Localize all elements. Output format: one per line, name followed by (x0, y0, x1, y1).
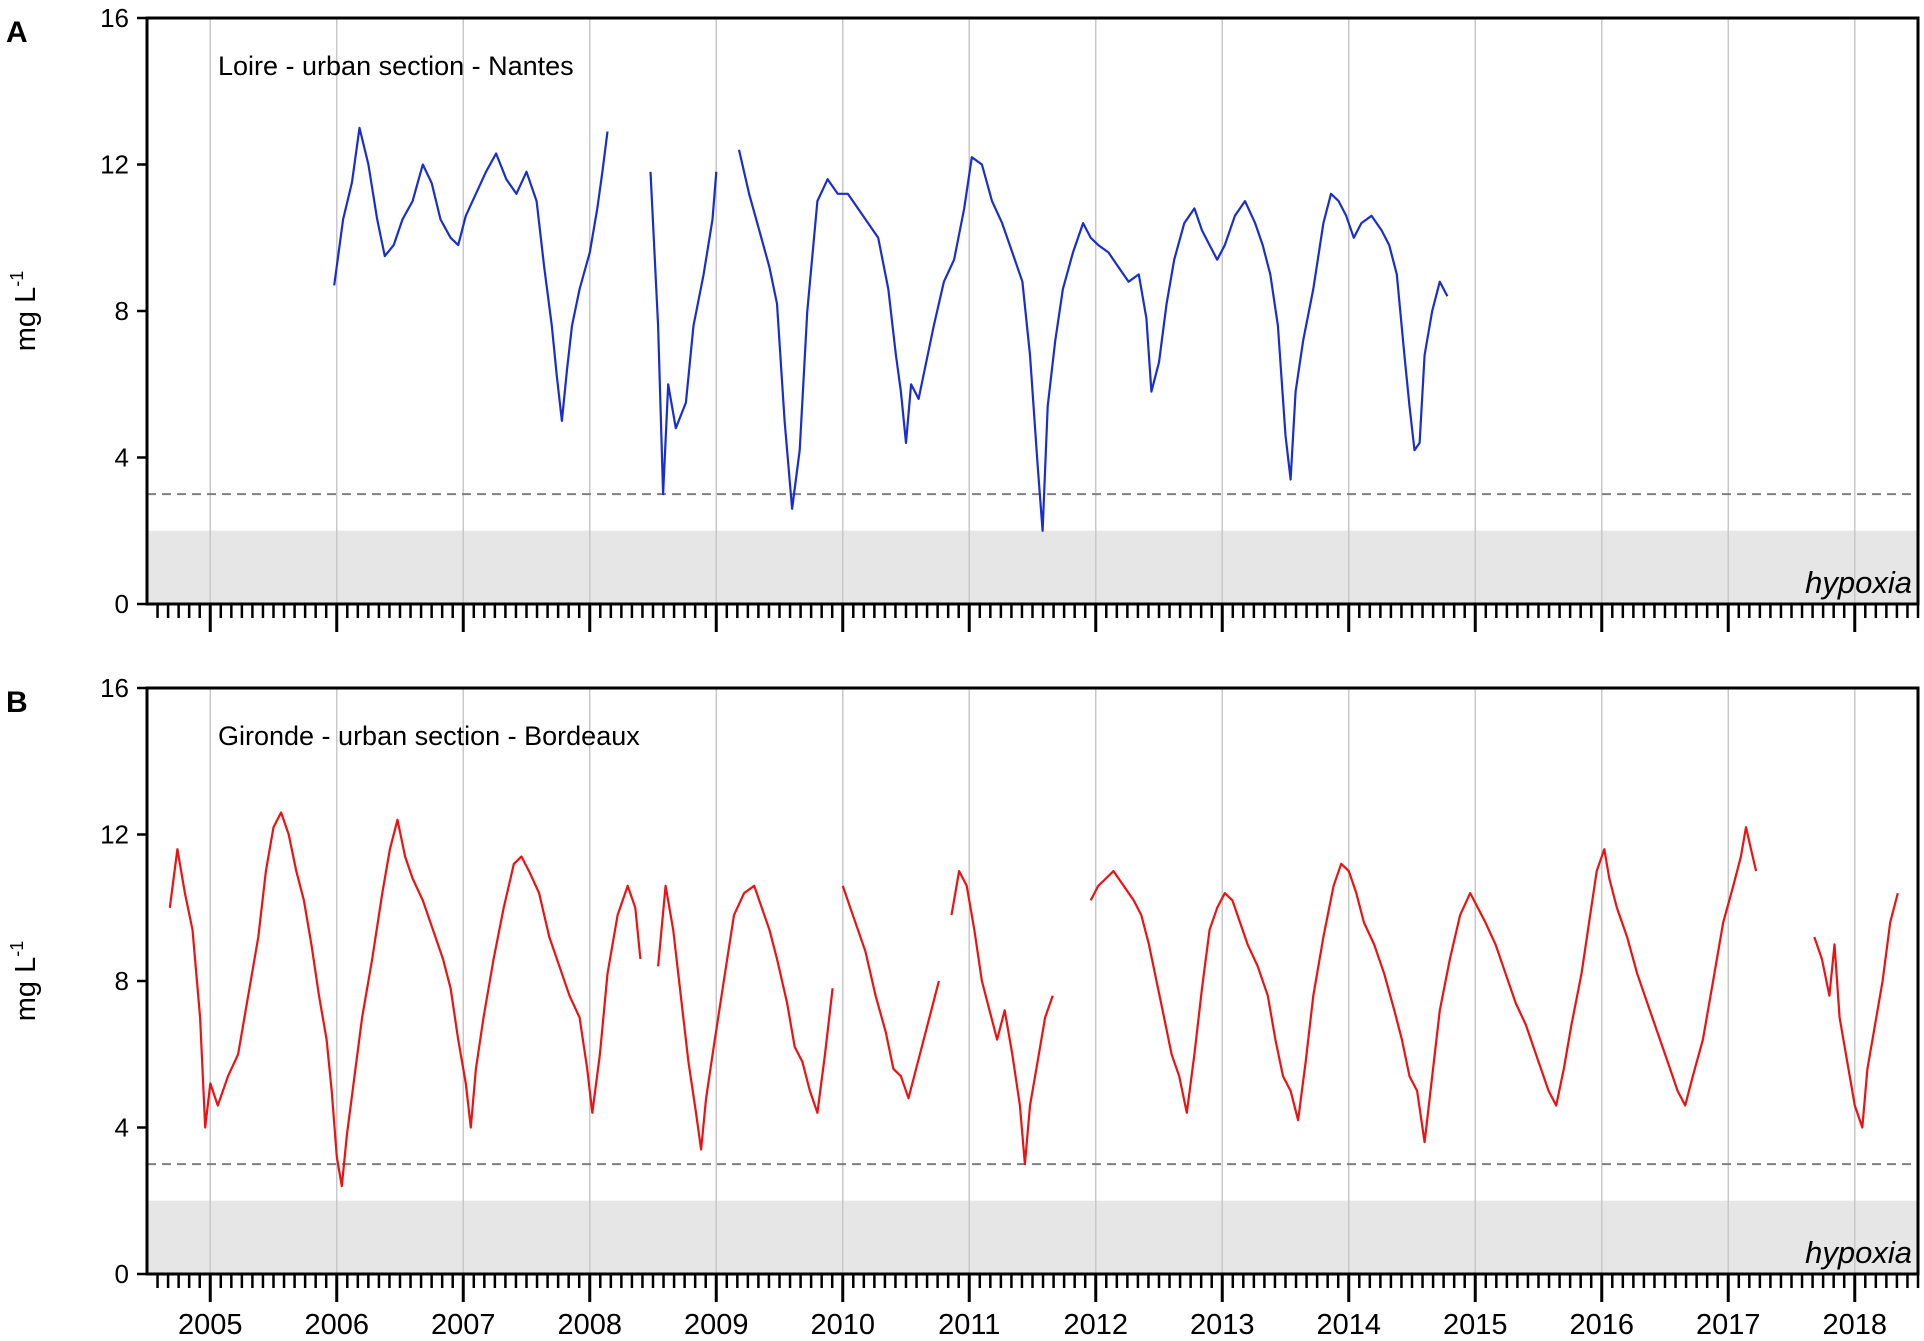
y-tick-label: 16 (100, 3, 129, 33)
hypoxia-band (147, 1200, 1918, 1274)
panel-a: 0 4 8 12 16 mg L-1 A Loire - urban section - Na… (6, 3, 1920, 632)
x-tick-label: 2014 (1316, 1309, 1381, 1341)
x-tick-label: 2008 (557, 1309, 622, 1341)
plot-frame (145, 686, 1920, 1276)
series-line-segment (1089, 826, 1758, 1144)
x-tick-label: 2015 (1443, 1309, 1508, 1341)
x-tick-label: 2006 (304, 1309, 369, 1341)
y-tick-label: 0 (115, 1259, 129, 1289)
x-tick-label: 2013 (1190, 1309, 1255, 1341)
y-tick-label: 4 (115, 443, 129, 473)
x-tick-label: 2007 (431, 1309, 496, 1341)
panel-letter: B (6, 686, 28, 719)
series-group (333, 126, 1449, 532)
y-tick-label: 12 (100, 150, 129, 180)
panel-title: Gironde - urban section - Bordeaux (218, 721, 640, 751)
hypoxia-label: hypoxia (1805, 1235, 1912, 1270)
series-line-segment (1813, 892, 1899, 1129)
series-line-segment (737, 149, 1449, 532)
x-tick-label: 2018 (1822, 1309, 1887, 1341)
panel-title: Loire - urban section - Nantes (218, 51, 574, 81)
plot-frame (145, 16, 1920, 606)
hypoxia-band (147, 530, 1918, 604)
x-tick-label: 2017 (1696, 1309, 1761, 1341)
series-group (168, 811, 1899, 1188)
series-line-segment (168, 811, 642, 1188)
panel-letter: A (6, 16, 28, 49)
hypoxia-label: hypoxia (1805, 565, 1912, 600)
x-tick-label: 2010 (810, 1309, 875, 1341)
panel-b: 0 4 8 12 16 2005 2006 2007 2008 2009 2010 2011 2012 2… (6, 673, 1920, 1341)
series-line-segment (841, 885, 940, 1100)
y-tick-label: 4 (115, 1113, 129, 1143)
series-line-segment (649, 171, 718, 496)
y-axis-label: mg L-1 (7, 941, 42, 1022)
x-tick-label: 2012 (1063, 1309, 1128, 1341)
y-tick-label: 8 (115, 966, 129, 996)
y-tick-label: 12 (100, 820, 129, 850)
x-tick-label: 2011 (938, 1309, 1000, 1341)
series-line-segment (657, 884, 834, 1151)
x-tick-label: 2009 (684, 1309, 749, 1341)
y-tick-label: 0 (115, 589, 129, 619)
x-tick-label: 2016 (1569, 1309, 1634, 1341)
y-axis-label: mg L-1 (7, 271, 42, 352)
series-line-segment (950, 870, 1054, 1166)
x-tick-label: 2005 (178, 1309, 243, 1341)
y-tick-label: 8 (115, 296, 129, 326)
series-line-segment (333, 126, 609, 422)
y-tick-label: 16 (100, 673, 129, 703)
